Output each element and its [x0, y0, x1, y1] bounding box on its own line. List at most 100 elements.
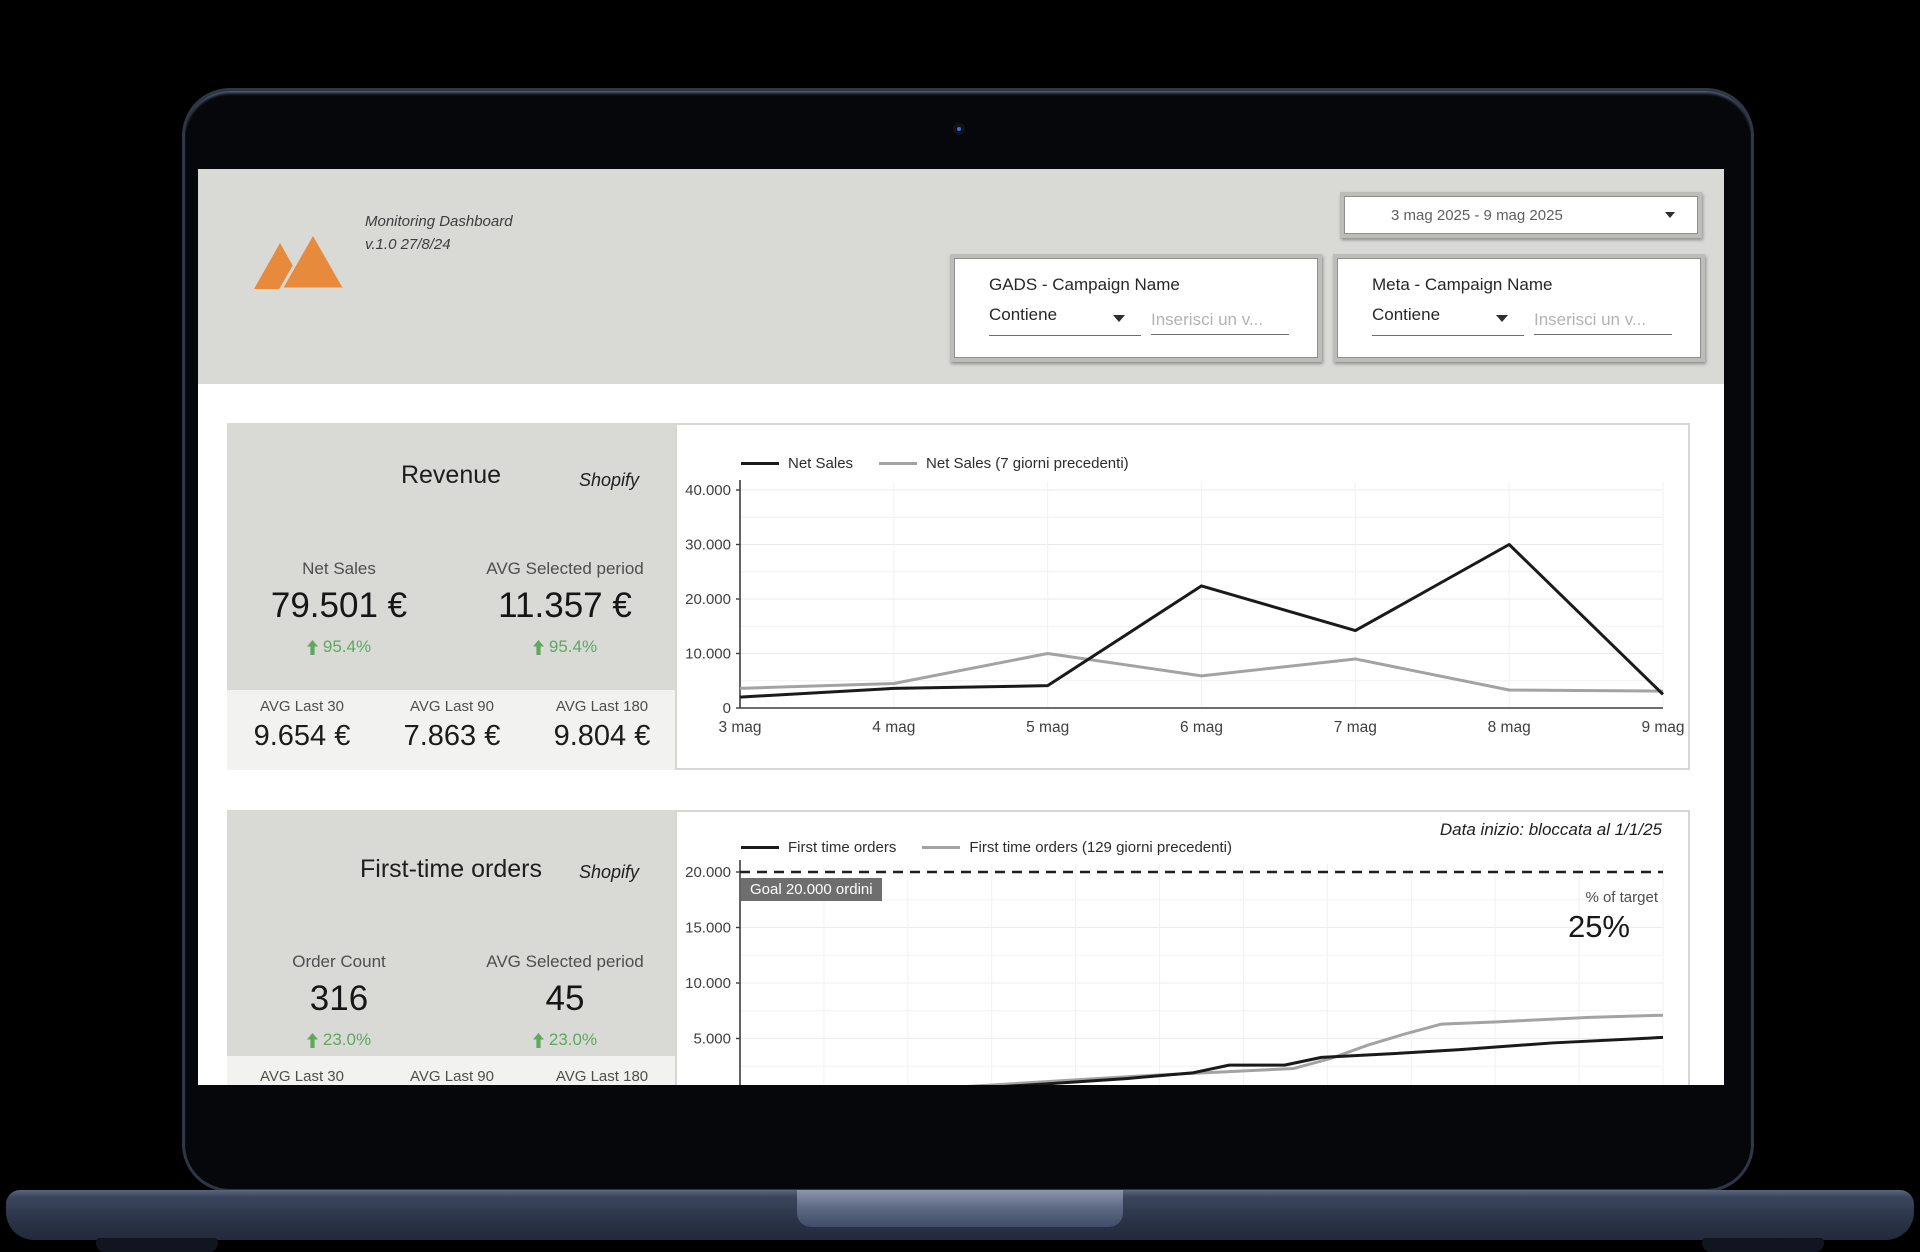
metric-delta: 23.0% [453, 1030, 677, 1050]
goal-label-chip: Goal 20.000 ordini [741, 878, 882, 901]
operator-value: Contiene [1372, 305, 1441, 324]
legend-item: First time orders (129 giorni precedenti… [922, 839, 1232, 856]
filter-title: GADS - Campaign Name [989, 275, 1180, 294]
metric-label: Order Count [292, 952, 386, 971]
date-range-value: 3 mag 2025 - 9 mag 2025 [1391, 206, 1563, 224]
line-swatch [741, 846, 779, 849]
avg-value: 9.804 € [553, 720, 651, 752]
first-time-orders-chart-plot: 20.000 15.000 10.000 5.000 [685, 860, 1664, 1085]
chart-legend: First time orders First time orders (129… [741, 839, 1258, 856]
svg-text:40.000: 40.000 [685, 482, 731, 499]
card-title: First-time orders [360, 855, 542, 883]
metric-avg-selected: AVG Selected period 45 23.0% [453, 952, 677, 1050]
svg-text:10.000: 10.000 [685, 975, 731, 992]
averages-row: AVG Last 30 AVG Last 90 AVG Last 180 [227, 1056, 675, 1085]
laptop-foot-right [1702, 1238, 1824, 1252]
first-time-orders-chart: 20.000 15.000 10.000 5.000 Data inizio: blo… [675, 810, 1690, 1085]
chevron-down-icon [1113, 315, 1125, 322]
legend-label: Net Sales [788, 455, 854, 472]
legend-item: Net Sales [741, 455, 853, 472]
filter-meta-campaign-name: Meta - Campaign Name Contiene [1333, 254, 1705, 362]
avg-label: AVG Last 90 [410, 698, 494, 715]
up-arrow-icon [306, 1032, 318, 1048]
metric-avg-selected: AVG Selected period 11.357 € 95.4% [453, 559, 677, 657]
legend-label: First time orders [788, 839, 897, 856]
legend-label: Net Sales (7 giorni precedenti) [926, 455, 1129, 472]
delta-value: 23.0% [322, 1030, 372, 1049]
avg-last-30: AVG Last 30 [227, 1068, 377, 1085]
svg-text:6 mag: 6 mag [1180, 719, 1223, 736]
filter-title: Meta - Campaign Name [1372, 275, 1553, 294]
metric-label: Net Sales [302, 559, 376, 578]
avg-last-180: AVG Last 180 [527, 1068, 677, 1085]
svg-text:5 mag: 5 mag [1026, 719, 1069, 736]
avg-last-30: AVG Last 30 9.654 € [227, 698, 377, 753]
avg-label: AVG Last 30 [260, 1068, 344, 1085]
metric-net-sales: Net Sales 79.501 € 95.4% [227, 559, 451, 657]
operator-select[interactable]: Contiene [1372, 305, 1524, 336]
first-time-orders-card: First-time orders Shopify Order Count 31… [227, 810, 675, 1085]
mountain-logo-icon [253, 229, 348, 294]
svg-text:9 mag: 9 mag [1641, 719, 1684, 736]
target-value: 25% [1567, 909, 1630, 944]
line-swatch [879, 462, 918, 465]
operator-select[interactable]: Contiene [989, 305, 1141, 336]
svg-text:15.000: 15.000 [685, 920, 731, 937]
revenue-card: Revenue Shopify Net Sales 79.501 € 95.4%… [227, 423, 675, 770]
net-sales-chart-plot: 40.000 30.000 20.000 10.000 0 3 mag 4 mag 5 mag… [685, 480, 1685, 736]
metric-delta: 95.4% [453, 637, 677, 657]
filter-value-input[interactable] [1534, 305, 1672, 335]
metric-label: AVG Selected period [486, 952, 644, 971]
avg-last-90: AVG Last 90 [377, 1068, 527, 1085]
line-swatch [741, 462, 779, 465]
avg-label: AVG Last 90 [410, 1068, 494, 1085]
metric-label: AVG Selected period [486, 559, 644, 578]
card-title: Revenue [400, 461, 502, 489]
metric-value: 316 [309, 979, 369, 1018]
chevron-down-icon [1665, 212, 1675, 218]
svg-text:20.000: 20.000 [685, 591, 731, 608]
svg-text:4 mag: 4 mag [872, 719, 915, 736]
svg-text:8 mag: 8 mag [1488, 719, 1531, 736]
legend-item: Net Sales (7 giorni precedenti) [879, 455, 1129, 472]
svg-text:7 mag: 7 mag [1334, 719, 1377, 736]
avg-value: 7.863 € [403, 720, 501, 752]
metric-delta: 23.0% [227, 1030, 451, 1050]
metric-delta: 95.4% [227, 637, 451, 657]
source-label: Shopify [579, 470, 640, 490]
svg-text:0: 0 [723, 700, 731, 717]
chevron-down-icon [1496, 315, 1508, 322]
filter-gads-campaign-name: GADS - Campaign Name Contiene [950, 254, 1322, 362]
avg-value: 9.654 € [253, 720, 351, 752]
svg-text:5.000: 5.000 [693, 1031, 731, 1048]
avg-last-90: AVG Last 90 7.863 € [377, 698, 527, 753]
dashboard-screen: Monitoring Dashboard v.1.0 27/8/24 3 mag… [198, 169, 1724, 1085]
delta-value: 95.4% [322, 637, 372, 656]
delta-value: 23.0% [548, 1030, 598, 1049]
operator-value: Contiene [989, 305, 1058, 324]
source-label: Shopify [579, 862, 640, 882]
filter-value-input[interactable] [1151, 305, 1289, 335]
up-arrow-icon [532, 1032, 544, 1048]
metric-order-count: Order Count 316 23.0% [227, 952, 451, 1050]
laptop-base [6, 1190, 1914, 1240]
net-sales-chart: 40.000 30.000 20.000 10.000 0 3 mag 4 mag 5 mag… [675, 423, 1690, 770]
date-range-select[interactable]: 3 mag 2025 - 9 mag 2025 [1340, 192, 1702, 238]
avg-label: AVG Last 30 [260, 698, 344, 715]
app-title: Monitoring Dashboard [365, 213, 513, 230]
target-label: % of target [1585, 889, 1658, 906]
svg-text:10.000: 10.000 [685, 646, 731, 663]
metric-value: 79.501 € [270, 586, 408, 625]
metric-value: 45 [545, 979, 585, 1018]
app-version: v.1.0 27/8/24 [365, 236, 451, 253]
webcam-dot [953, 123, 965, 135]
up-arrow-icon [306, 639, 318, 655]
avg-last-180: AVG Last 180 9.804 € [527, 698, 677, 753]
chart-note: Data inizio: bloccata al 1/1/25 [1439, 820, 1662, 839]
line-swatch [922, 846, 961, 849]
svg-text:3 mag: 3 mag [718, 719, 761, 736]
svg-text:20.000: 20.000 [685, 864, 731, 881]
legend-item: First time orders [741, 839, 896, 856]
laptop-foot-left [96, 1238, 218, 1252]
up-arrow-icon [532, 639, 544, 655]
